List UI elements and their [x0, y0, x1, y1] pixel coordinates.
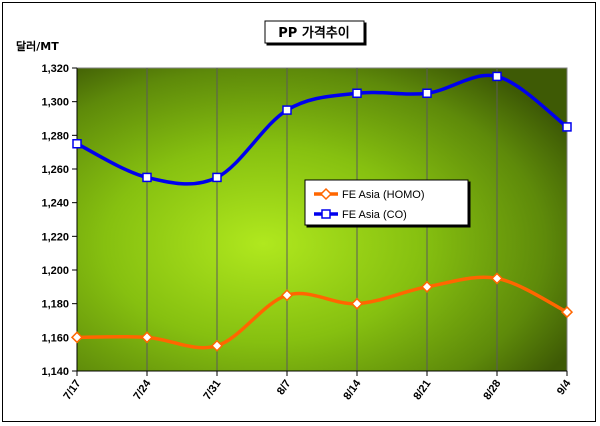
data-point-homo — [140, 331, 154, 344]
series-group — [70, 71, 574, 352]
y-tick-label: 1,300 — [41, 97, 69, 109]
data-point-co — [282, 105, 292, 115]
y-tick-label: 1,140 — [41, 366, 69, 378]
data-point-homo — [280, 289, 294, 302]
axes — [72, 67, 568, 376]
data-point-co — [352, 88, 362, 98]
data-point-homo — [210, 339, 224, 352]
x-tick-label: 7/17 — [61, 378, 83, 402]
legend-marker-homo — [319, 187, 333, 201]
x-tick-labels: 7/17 7/24 7/31 8/7 8/14 8/21 8/28 9/4 — [61, 377, 574, 402]
data-point-homo — [420, 280, 434, 293]
y-tick-label: 1,260 — [41, 164, 69, 176]
title-box: PP 가격추이 — [264, 20, 365, 44]
data-point-homo — [490, 272, 504, 285]
x-tick-label: 8/28 — [481, 378, 503, 402]
y-tick-label: 1,280 — [41, 130, 69, 142]
data-point-co — [72, 139, 82, 149]
data-point-co — [212, 172, 222, 183]
y-tick-label: 1,180 — [41, 299, 69, 311]
x-tick-label: 7/31 — [201, 378, 223, 402]
series-line-homo — [76, 275, 568, 350]
data-point-homo — [350, 297, 364, 310]
data-point-co — [422, 88, 432, 98]
x-tick-label: 8/21 — [411, 378, 433, 402]
legend-label-co: FE Asia (CO) — [342, 209, 407, 221]
y-tick-label: 1,220 — [41, 231, 69, 243]
x-tick-label: 9/4 — [555, 377, 574, 397]
y-axis-label: 달러/MT — [16, 39, 59, 53]
data-point-homo — [70, 331, 84, 344]
data-point-co — [492, 71, 502, 82]
y-tick-label: 1,240 — [41, 198, 69, 210]
y-tick-label: 1,160 — [41, 332, 69, 344]
data-point-co — [562, 122, 572, 132]
chart-title: PP 가격추이 — [278, 25, 349, 41]
y-tick-label: 1,320 — [41, 63, 69, 75]
data-point-homo — [560, 306, 574, 319]
legend-marker-co — [321, 209, 331, 219]
y-tick-labels: 1,140 1,160 1,180 1,200 1,220 1,240 1,260 1,280… — [41, 63, 69, 378]
x-tick-label: 8/7 — [275, 378, 294, 397]
data-point-co — [142, 172, 152, 183]
x-tick-label: 7/24 — [131, 377, 154, 402]
legend-label-homo: FE Asia (HOMO) — [342, 189, 425, 201]
legend: FE Asia (HOMO) FE Asia (CO) — [304, 179, 469, 226]
x-tick-label: 8/14 — [341, 377, 364, 402]
y-tick-label: 1,200 — [41, 265, 69, 277]
